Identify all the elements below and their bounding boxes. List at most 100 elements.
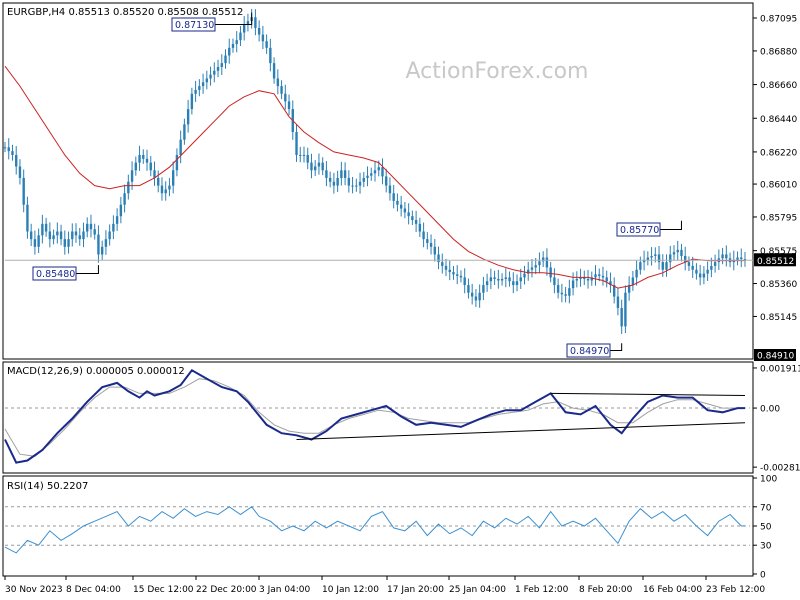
candle-body <box>377 167 380 171</box>
candle-body <box>194 89 197 94</box>
x-tick-label: 23 Feb 12:00 <box>706 585 765 595</box>
candle-body <box>220 63 223 67</box>
candle-body <box>175 154 179 171</box>
x-tick-label: 10 Jan 12:00 <box>322 585 379 595</box>
candle-body <box>134 162 138 171</box>
candle-body <box>553 277 556 286</box>
price-y-tick-label: 0.85360 <box>760 280 797 290</box>
candle-body <box>276 78 280 87</box>
candle-body <box>257 27 261 35</box>
candle-body <box>680 249 683 256</box>
level-connector <box>660 220 682 230</box>
candle-body <box>571 280 575 289</box>
candle-body <box>325 170 328 178</box>
candle-body <box>261 34 265 42</box>
candle-body <box>500 278 504 281</box>
candle-body <box>142 154 145 159</box>
candle-body <box>508 277 511 282</box>
macd-y-tick-label: 0.00 <box>760 405 780 415</box>
candle-body <box>448 269 451 273</box>
candle-body <box>127 181 130 194</box>
level-label: 0.84970 <box>570 346 609 357</box>
rsi-y-axis: 100 70 50 30 0 <box>753 475 777 581</box>
candle-body <box>168 185 171 190</box>
level-box <box>566 343 611 358</box>
candle-body <box>86 223 89 232</box>
candle-body <box>549 267 552 278</box>
candle-body <box>18 166 22 178</box>
candle-body <box>530 267 534 270</box>
candle-body <box>631 277 635 286</box>
candle-body <box>48 231 52 240</box>
candle-body <box>366 175 369 178</box>
rsi-y-tick-label: 0 <box>760 571 766 581</box>
candle-body <box>657 254 661 263</box>
candle-body <box>310 162 313 171</box>
candle-body <box>89 223 93 230</box>
candle-body <box>52 235 55 240</box>
rsi-line <box>4 506 746 554</box>
rsi-series <box>4 506 750 554</box>
candle-body <box>265 41 268 48</box>
candle-body <box>67 239 70 247</box>
candle-body <box>63 239 66 247</box>
candle-body <box>186 109 190 125</box>
candle-body <box>104 239 108 247</box>
candle-body <box>284 93 287 102</box>
x-tick-label: 8 Dec 04:00 <box>66 585 121 595</box>
candle-body <box>153 170 156 178</box>
low-marker-label: 0.84910 <box>757 352 794 362</box>
candle-body <box>269 47 272 64</box>
candle-body <box>78 235 81 240</box>
candle-body <box>317 162 321 167</box>
price-y-tick-label: 0.86660 <box>760 81 797 91</box>
candle-body <box>198 86 201 90</box>
level-label: 0.87130 <box>175 20 214 31</box>
rsi-y-tick-label: 30 <box>760 542 772 552</box>
candle-body <box>373 170 377 174</box>
level-box <box>616 222 661 237</box>
price-annotations: 0.85512 0.84910 0.87130 0.85480 0.85770 0.849… <box>5 12 796 362</box>
candle-body <box>414 220 418 224</box>
candle-body <box>224 55 227 64</box>
candle-body <box>545 257 549 268</box>
candle-body <box>205 78 209 83</box>
macd-series <box>4 369 750 464</box>
candle-body <box>407 212 410 217</box>
candle-body <box>418 223 422 232</box>
candle-body <box>287 101 291 110</box>
candle-body <box>314 166 317 171</box>
candle-body <box>676 249 679 253</box>
candle-body <box>459 275 463 278</box>
candle-body <box>556 285 560 293</box>
low-marker-box <box>754 349 796 361</box>
candle-body <box>280 86 283 94</box>
candle-body <box>74 231 78 236</box>
candle-body <box>82 231 85 240</box>
candle-body <box>130 170 134 182</box>
candle-body <box>399 204 403 209</box>
rsi-y-tick-label: 50 <box>760 523 772 533</box>
candle-body <box>691 265 694 270</box>
candle-body <box>190 93 194 110</box>
price-y-tick-label: 0.86220 <box>760 148 797 158</box>
candle-body <box>370 173 373 176</box>
level-box <box>171 17 216 32</box>
macd-y-tick-label: 0.001911 <box>760 364 800 374</box>
candle-body <box>59 231 63 240</box>
candle-body <box>242 24 246 33</box>
watermark-text: ActionForex.com <box>406 59 589 84</box>
candle-body <box>650 255 653 258</box>
candle-body <box>254 17 257 28</box>
candle-body <box>302 154 306 156</box>
candle-body <box>437 254 440 263</box>
candle-body <box>37 235 40 247</box>
candle-body <box>441 262 444 266</box>
candle-body <box>93 229 96 235</box>
candle-body <box>541 257 545 262</box>
candle-body <box>560 292 564 295</box>
candle-body <box>616 296 620 309</box>
candle-body <box>598 274 601 276</box>
candle-body <box>538 261 541 266</box>
